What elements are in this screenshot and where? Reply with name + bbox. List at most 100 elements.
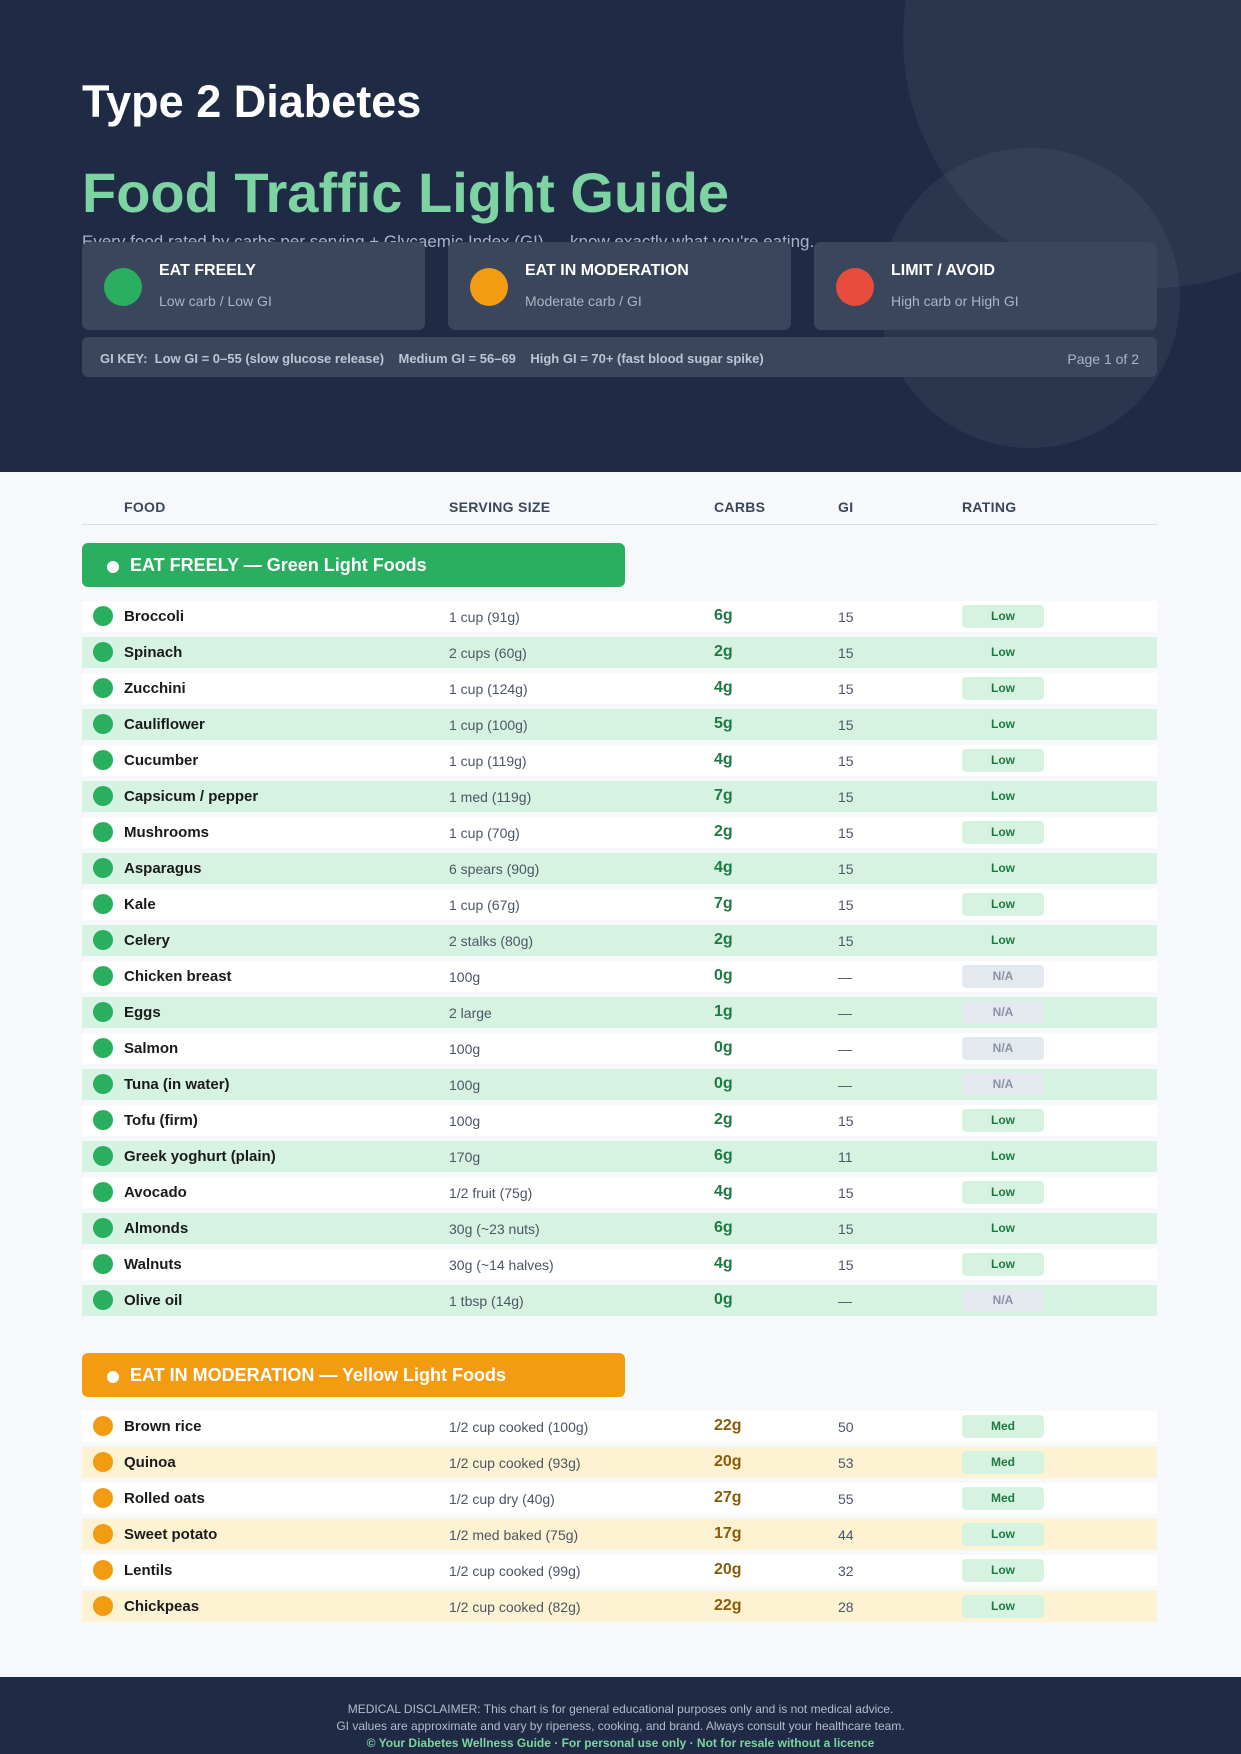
serving-size: 1/2 cup cooked (93g) (449, 1455, 581, 1471)
serving-size: 1/2 cup cooked (99g) (449, 1563, 581, 1579)
disclaimer-line: MEDICAL DISCLAIMER: This chart is for ge… (347, 1702, 894, 1716)
gi-value: — (838, 1077, 852, 1093)
food-name: Eggs (124, 1004, 161, 1021)
serving-size: 1 cup (70g) (449, 825, 520, 841)
carbs-value: 0g (714, 1075, 733, 1092)
food-name: Salmon (124, 1040, 179, 1057)
food-name: Chicken breast (124, 968, 232, 985)
table-row: Zucchini 1 cup (124g) 4g 15 Low (82, 673, 1157, 704)
rating-badge: Low (962, 1253, 1044, 1276)
traffic-light-icon (93, 642, 113, 662)
rating-badge: Low (962, 1181, 1044, 1204)
gi-value: 32 (838, 1563, 854, 1579)
page-title: Type 2 Diabetes (82, 76, 422, 127)
serving-size: 1 cup (124g) (449, 681, 528, 697)
food-name: Avocado (124, 1184, 187, 1201)
serving-size: 2 large (449, 1005, 492, 1021)
rating-badge: N/A (962, 965, 1044, 988)
legend-subtitle: Moderate carb / GI (525, 293, 642, 309)
gi-value: 50 (838, 1419, 854, 1435)
carbs-value: 4g (714, 859, 733, 876)
gi-value: 15 (838, 681, 854, 697)
gi-value: 15 (838, 609, 854, 625)
carbs-value: 6g (714, 1147, 733, 1164)
rating-badge: Low (962, 605, 1044, 628)
rating-badge: N/A (962, 1037, 1044, 1060)
food-name: Celery (124, 932, 170, 949)
gi-value: — (838, 1293, 852, 1309)
legend-title: LIMIT / AVOID (891, 262, 995, 279)
traffic-light-icon (93, 1182, 113, 1202)
food-name: Sweet potato (124, 1526, 218, 1543)
disclaimer-line: GI values are approximate and vary by ri… (336, 1719, 905, 1733)
serving-size: 100g (449, 1077, 481, 1093)
serving-size: 1 cup (100g) (449, 717, 528, 733)
traffic-light-icon (93, 1002, 113, 1022)
table-row: Kale 1 cup (67g) 7g 15 Low (82, 889, 1157, 920)
food-name: Brown rice (124, 1418, 202, 1435)
traffic-light-icon (93, 1146, 113, 1166)
carbs-value: 0g (714, 967, 733, 984)
table-row: Broccoli 1 cup (91g) 6g 15 Low (82, 601, 1157, 632)
carbs-value: 4g (714, 1255, 733, 1272)
carbs-value: 1g (714, 1003, 733, 1020)
food-name: Almonds (124, 1220, 189, 1237)
rating-badge: Low (962, 1145, 1044, 1168)
legend-title: EAT IN MODERATION (525, 262, 689, 279)
traffic-light-icon (93, 786, 113, 806)
traffic-light-icon (93, 894, 113, 914)
carbs-value: 7g (714, 895, 733, 912)
gi-value: 15 (838, 897, 854, 913)
traffic-light-icon (93, 1524, 113, 1544)
traffic-light-icon (93, 1254, 113, 1274)
guide-title: Food Traffic Light Guide (82, 161, 730, 224)
table-row: Tofu (firm) 100g 2g 15 Low (82, 1105, 1157, 1136)
serving-size: 1 cup (119g) (449, 753, 527, 769)
carbs-value: 7g (714, 787, 733, 804)
gi-value: 15 (838, 753, 854, 769)
gi-value: 55 (838, 1491, 854, 1507)
column-header-food: FOOD (124, 499, 166, 515)
traffic-light-icon (93, 1452, 113, 1472)
carbs-value: 20g (714, 1561, 742, 1578)
carbs-value: 2g (714, 643, 733, 660)
rating-badge: Low (962, 749, 1044, 772)
rating-badge: Med (962, 1487, 1044, 1510)
rating-badge: Low (962, 929, 1044, 952)
rating-badge: Low (962, 1595, 1044, 1618)
column-header-rating: RATING (962, 499, 1017, 515)
carbs-value: 20g (714, 1453, 742, 1470)
carbs-value: 17g (714, 1525, 742, 1542)
table-row: Capsicum / pepper 1 med (119g) 7g 15 Low (82, 781, 1157, 812)
gi-value: — (838, 969, 852, 985)
carbs-value: 4g (714, 1183, 733, 1200)
rating-badge: Low (962, 1217, 1044, 1240)
gi-value: 11 (838, 1149, 853, 1165)
food-name: Cauliflower (124, 716, 205, 733)
serving-size: 1/2 cup cooked (100g) (449, 1419, 589, 1435)
traffic-light-icon (93, 1110, 113, 1130)
table-row: Greek yoghurt (plain) 170g 6g 11 Low (82, 1141, 1157, 1172)
section-header: EAT IN MODERATION — Yellow Light Foods (82, 1353, 625, 1397)
serving-size: 100g (449, 969, 481, 985)
traffic-light-icon (93, 1218, 113, 1238)
rating-badge: Med (962, 1415, 1044, 1438)
table-row: Sweet potato 1/2 med baked (75g) 17g 44 Low (82, 1519, 1157, 1550)
table-row: Avocado 1/2 fruit (75g) 4g 15 Low (82, 1177, 1157, 1208)
table-row: Celery 2 stalks (80g) 2g 15 Low (82, 925, 1157, 956)
serving-size: 1/2 fruit (75g) (449, 1185, 533, 1201)
serving-size: 170g (449, 1149, 481, 1165)
section-dot-icon (107, 1371, 119, 1383)
gi-value: 28 (838, 1599, 854, 1615)
food-name: Greek yoghurt (plain) (124, 1148, 276, 1165)
section-header: EAT FREELY — Green Light Foods (82, 543, 625, 587)
rating-badge: Low (962, 821, 1044, 844)
column-header-carbs: CARBS (714, 499, 766, 515)
traffic-light-icon (93, 858, 113, 878)
rating-badge: Low (962, 1523, 1044, 1546)
gi-value: 15 (838, 861, 854, 877)
carbs-value: 4g (714, 751, 733, 768)
rating-badge: Low (962, 785, 1044, 808)
rating-badge: Low (962, 1559, 1044, 1582)
green-light-icon (104, 268, 142, 306)
